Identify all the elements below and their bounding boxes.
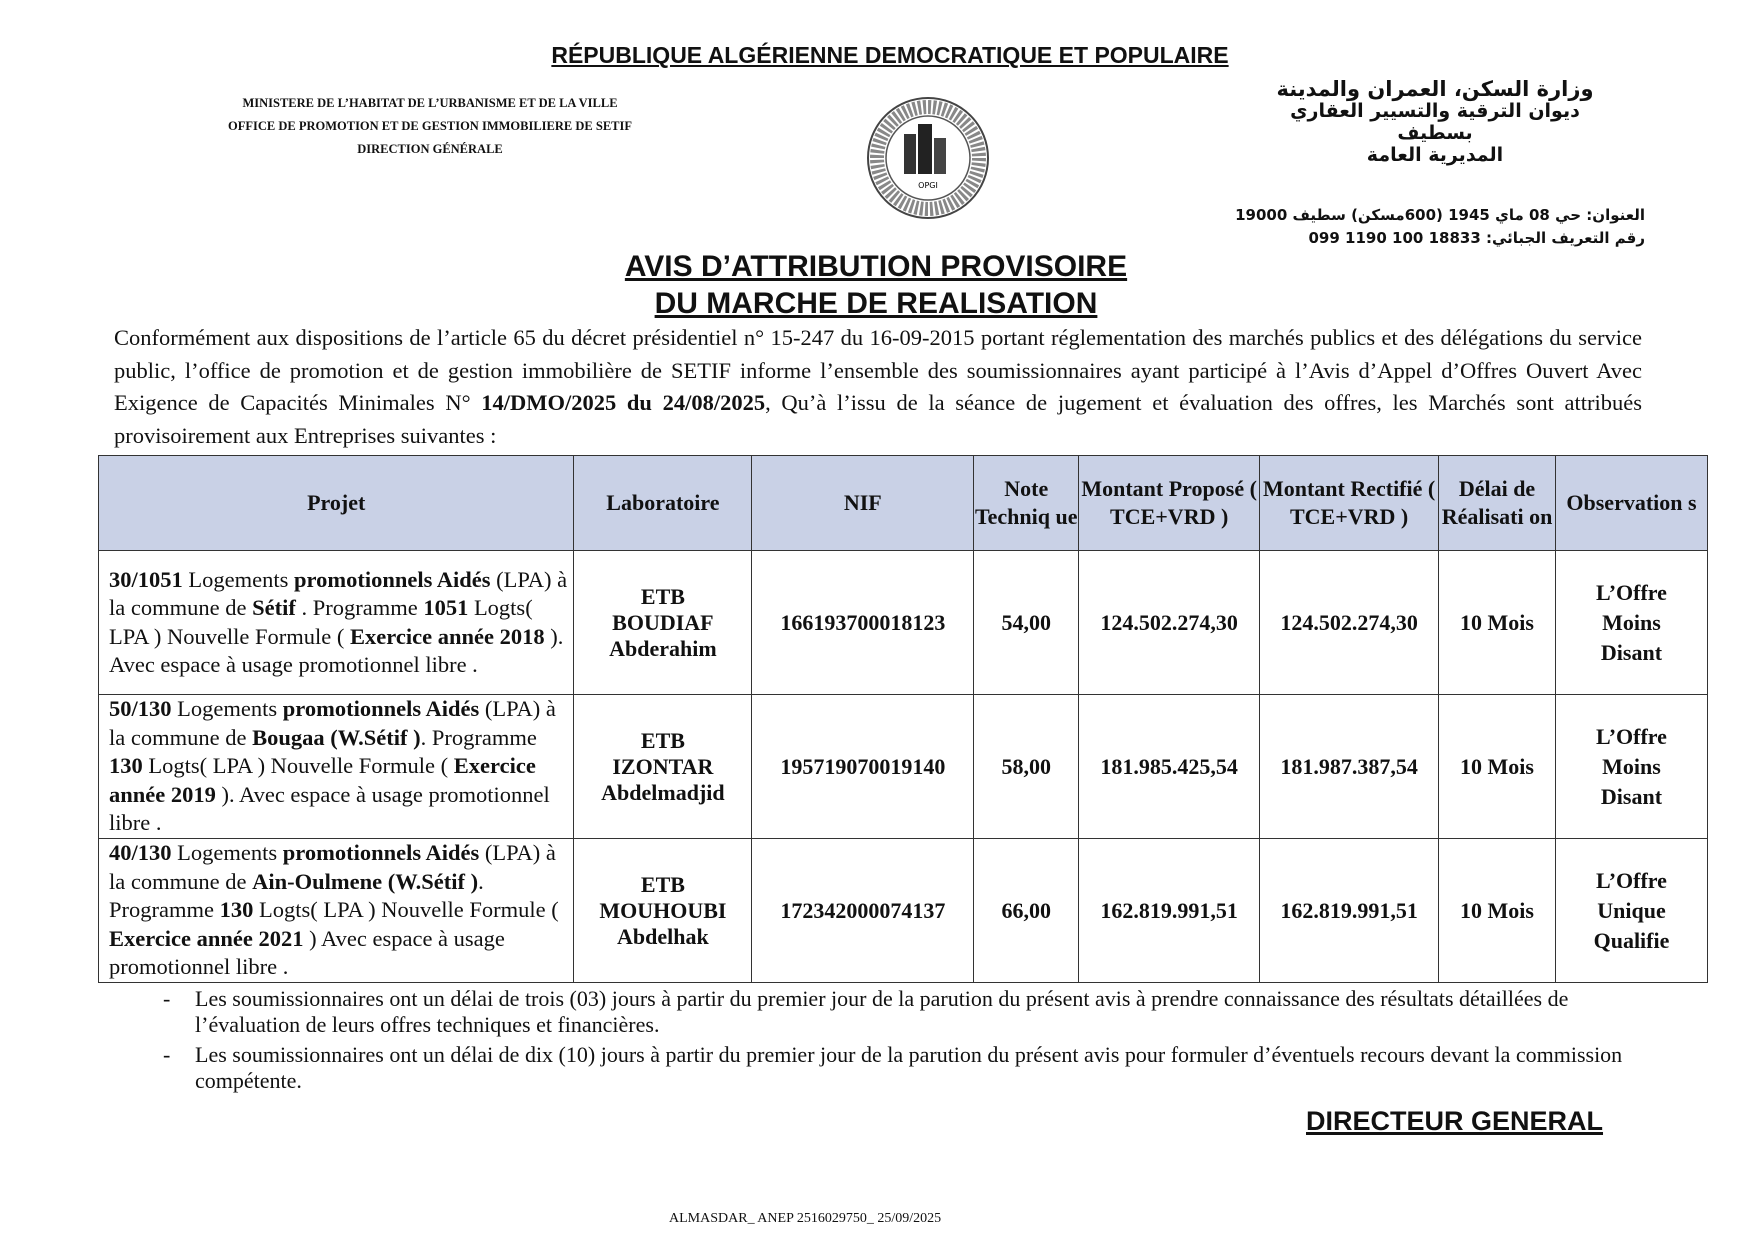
- project-cell: 40/130 Logements promotionnels Aidés (LP…: [97, 838, 575, 983]
- ministry-ar: وزارة السكن، العمران والمدينة ديوان التر…: [1270, 78, 1600, 166]
- ministry-fr: MINISTERE DE L’HABITAT DE L’URBANISME ET…: [150, 92, 710, 161]
- col-header: NIF: [751, 455, 975, 551]
- tax-id: رقم التعريف الجبائي: 18833 100 1190 099: [1308, 229, 1646, 247]
- ministry-line: MINISTERE DE L’HABITAT DE L’URBANISME ET…: [242, 96, 618, 110]
- col-header: Délai de Réalisati on: [1438, 455, 1556, 551]
- tender-reference: 14/DMO/2025 du 24/08/2025: [481, 390, 766, 415]
- ministry-ar-line: ديوان الترقية والتسيير العقاري بسطيف: [1290, 100, 1580, 144]
- intro-paragraph: Conformément aux dispositions de l’artic…: [114, 322, 1642, 452]
- logo-text: OPGI: [918, 181, 938, 190]
- ministry-line: DIRECTION GÉNÉRALE: [357, 142, 503, 156]
- observation-cell: L’Offre Unique Qualifie: [1554, 838, 1709, 983]
- col-header: Note Techniq ue: [973, 455, 1080, 551]
- nif-cell: 172342000074137: [751, 838, 975, 983]
- col-header: Observation s: [1554, 455, 1709, 551]
- note-text: Les soumissionnaires ont un délai de tro…: [195, 986, 1569, 1037]
- laboratoire-cell: ETB BOUDIAF Abderahim: [573, 550, 753, 695]
- address-block: العنوان: حي 08 ماي 1945 (600مسكن) سطيف 1…: [1200, 204, 1645, 250]
- project-cell: 50/130 Logements promotionnels Aidés (LP…: [97, 694, 575, 839]
- project-cell: 30/1051 Logements promotionnels Aidés (L…: [97, 550, 575, 695]
- observation-cell: L’Offre Moins Disant: [1554, 550, 1709, 695]
- note-cell: 58,00: [973, 694, 1080, 839]
- montant-rectifie-cell: 181.987.387,54: [1259, 694, 1440, 839]
- note-item: - Les soumissionnaires ont un délai de tr…: [163, 986, 1653, 1038]
- address: العنوان: حي 08 ماي 1945 (600مسكن) سطيف 1…: [1235, 206, 1645, 224]
- montant-rectifie-cell: 124.502.274,30: [1259, 550, 1440, 695]
- opgi-logo: OPGI: [867, 97, 989, 219]
- attribution-table: Projet Laboratoire NIF Note Techniq ue M…: [97, 455, 1709, 983]
- ministry-ar-line: المديرية العامة: [1366, 144, 1504, 166]
- delai-cell: 10 Mois: [1438, 838, 1556, 983]
- observation-cell: L’Offre Moins Disant: [1554, 694, 1709, 839]
- laboratoire-cell: ETB MOUHOUBI Abdelhak: [573, 838, 753, 983]
- montant-rectifie-cell: 162.819.991,51: [1259, 838, 1440, 983]
- nif-cell: 166193700018123: [751, 550, 975, 695]
- note-cell: 66,00: [973, 838, 1080, 983]
- republic-heading: RÉPUBLIQUE ALGÉRIENNE DEMOCRATIQUE ET PO…: [551, 42, 1229, 68]
- notice-title: AVIS D’ATTRIBUTION PROVISOIRE DU MARCHE …: [0, 248, 1752, 322]
- laboratoire-cell: ETB IZONTAR Abdelmadjid: [573, 694, 753, 839]
- col-header: Laboratoire: [573, 455, 753, 551]
- montant-propose-cell: 162.819.991,51: [1078, 838, 1261, 983]
- nif-cell: 195719070019140: [751, 694, 975, 839]
- signature-title: DIRECTEUR GENERAL: [1306, 1106, 1604, 1136]
- montant-propose-cell: 124.502.274,30: [1078, 550, 1261, 695]
- note-text: Les soumissionnaires ont un délai de dix…: [195, 1042, 1623, 1093]
- footer-reference: ALMASDAR_ ANEP 2516029750_ 25/09/2025: [669, 1211, 942, 1226]
- intro-text: Conformément aux dispositions de l’artic…: [114, 325, 1642, 415]
- note-item: - Les soumissionnaires ont un délai de di…: [163, 1042, 1653, 1094]
- ministry-ar-line: وزارة السكن، العمران والمدينة: [1276, 77, 1594, 101]
- note-cell: 54,00: [973, 550, 1080, 695]
- intro-end: , Qu’à l’issu de la séance de jugement e…: [114, 390, 1642, 448]
- montant-propose-cell: 181.985.425,54: [1078, 694, 1261, 839]
- title-line: DU MARCHE DE REALISATION: [654, 287, 1098, 320]
- col-header: Montant Proposé ( TCE+VRD ): [1078, 455, 1261, 551]
- delai-cell: 10 Mois: [1438, 694, 1556, 839]
- table-row: 50/130 Logements promotionnels Aidés (LP…: [97, 694, 1709, 839]
- title-line: AVIS D’ATTRIBUTION PROVISOIRE: [624, 250, 1128, 283]
- table-row: 40/130 Logements promotionnels Aidés (LP…: [97, 838, 1709, 983]
- table-row: 30/1051 Logements promotionnels Aidés (L…: [97, 550, 1709, 695]
- col-header: Montant Rectifié ( TCE+VRD ): [1259, 455, 1440, 551]
- delai-cell: 10 Mois: [1438, 550, 1556, 695]
- col-header: Projet: [97, 455, 575, 551]
- ministry-line: OFFICE DE PROMOTION ET DE GESTION IMMOBI…: [227, 119, 632, 133]
